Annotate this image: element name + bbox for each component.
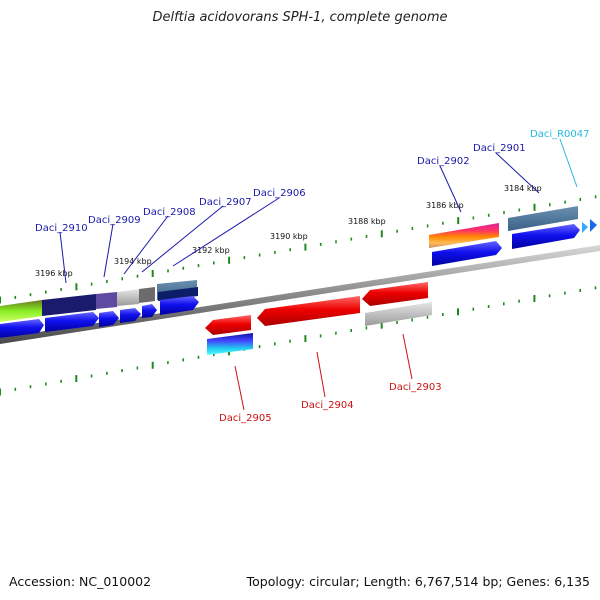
gene-daci-2908-hit-band [117,289,139,306]
tick-label-3190: 3190 kbp [270,232,308,241]
gene-daci-2903-arrow[interactable] [362,282,428,306]
gene-daci-2908-arrow[interactable] [120,308,141,323]
callout-daci-2904 [316,351,326,398]
outer-tick-track [0,195,597,304]
gene-daci-r0047-marker [582,222,588,233]
gene-daci-2906-hit-band-dark [158,287,198,301]
label-daci-2903[interactable]: Daci_2903 [389,382,442,393]
gene-daci-2910-hit-band [42,294,96,316]
callout-daci-2902 [439,165,462,213]
reverse-strand-genes [205,282,432,355]
callout-daci-2901 [495,152,540,194]
map-title: Delftia acidovorans SPH-1, complete geno… [152,10,448,25]
gene-daci-2902-hit-band [429,223,499,248]
forward-strand-genes [0,219,597,338]
tick-label-3196: 3196 kbp [35,269,73,278]
gene-callout-lines [59,138,578,411]
tick-label-3188: 3188 kbp [348,217,386,226]
gene-offscreen-hit-band [0,300,42,322]
gene-daci-2901-hit-band [508,206,578,231]
callout-daci-2903 [402,333,413,380]
gene-daci-2907-arrow[interactable] [142,304,157,318]
label-daci-r0047[interactable]: Daci_R0047 [530,129,590,140]
accession-label: Accession: NC_010002 [9,574,152,589]
tick-label-3194: 3194 kbp [114,257,152,266]
tick-label-3186: 3186 kbp [426,201,464,210]
gene-daci-2901-arrow[interactable] [512,224,580,249]
gene-daci-r0047-arrow[interactable] [590,219,597,232]
gene-offscreen-arrow[interactable] [0,319,44,338]
gene-daci-2909-arrow[interactable] [99,311,119,327]
forward-hit-bands [0,206,578,322]
topology-label: Topology: circular; Length: 6,767,514 bp… [246,574,590,589]
genome-backbone [0,245,600,344]
gene-daci-2906-arrow[interactable] [160,296,199,315]
gene-daci-2903-hit-band [365,302,432,326]
gene-daci-2902-arrow[interactable] [432,241,502,266]
label-daci-2904[interactable]: Daci_2904 [301,400,354,411]
label-daci-2907[interactable]: Daci_2907 [199,197,252,208]
callout-daci-2905 [234,365,245,411]
gene-daci-2905-hit-band [207,333,253,355]
callout-daci-2909 [103,223,114,278]
callout-daci-2906 [172,197,280,267]
callout-daci-r0047 [559,138,578,188]
label-daci-2906[interactable]: Daci_2906 [253,188,306,199]
label-daci-2901[interactable]: Daci_2901 [473,143,526,154]
tick-label-3192: 3192 kbp [192,246,230,255]
callout-daci-2910 [59,231,67,284]
gene-daci-2905-arrow[interactable] [205,315,251,335]
label-daci-2910[interactable]: Daci_2910 [35,223,88,234]
gene-labels: Daci_R0047 Daci_2901 Daci_2902 Daci_2903… [35,129,590,424]
gene-daci-2904-arrow[interactable] [257,296,360,326]
label-daci-2908[interactable]: Daci_2908 [143,207,196,218]
label-daci-2909[interactable]: Daci_2909 [88,215,141,226]
gene-daci-2907-hit-band [139,287,155,303]
tick-label-3184: 3184 kbp [504,184,542,193]
callout-daci-2908 [123,215,169,275]
gene-daci-2910-arrow[interactable] [45,312,99,332]
kbp-tick-labels: 3184 kbp 3186 kbp 3188 kbp 3190 kbp 3192… [35,184,542,278]
callout-daci-2907 [141,205,224,273]
gene-daci-2909-hit-band [96,292,117,309]
label-daci-2902[interactable]: Daci_2902 [417,156,470,167]
label-daci-2905[interactable]: Daci_2905 [219,413,272,424]
